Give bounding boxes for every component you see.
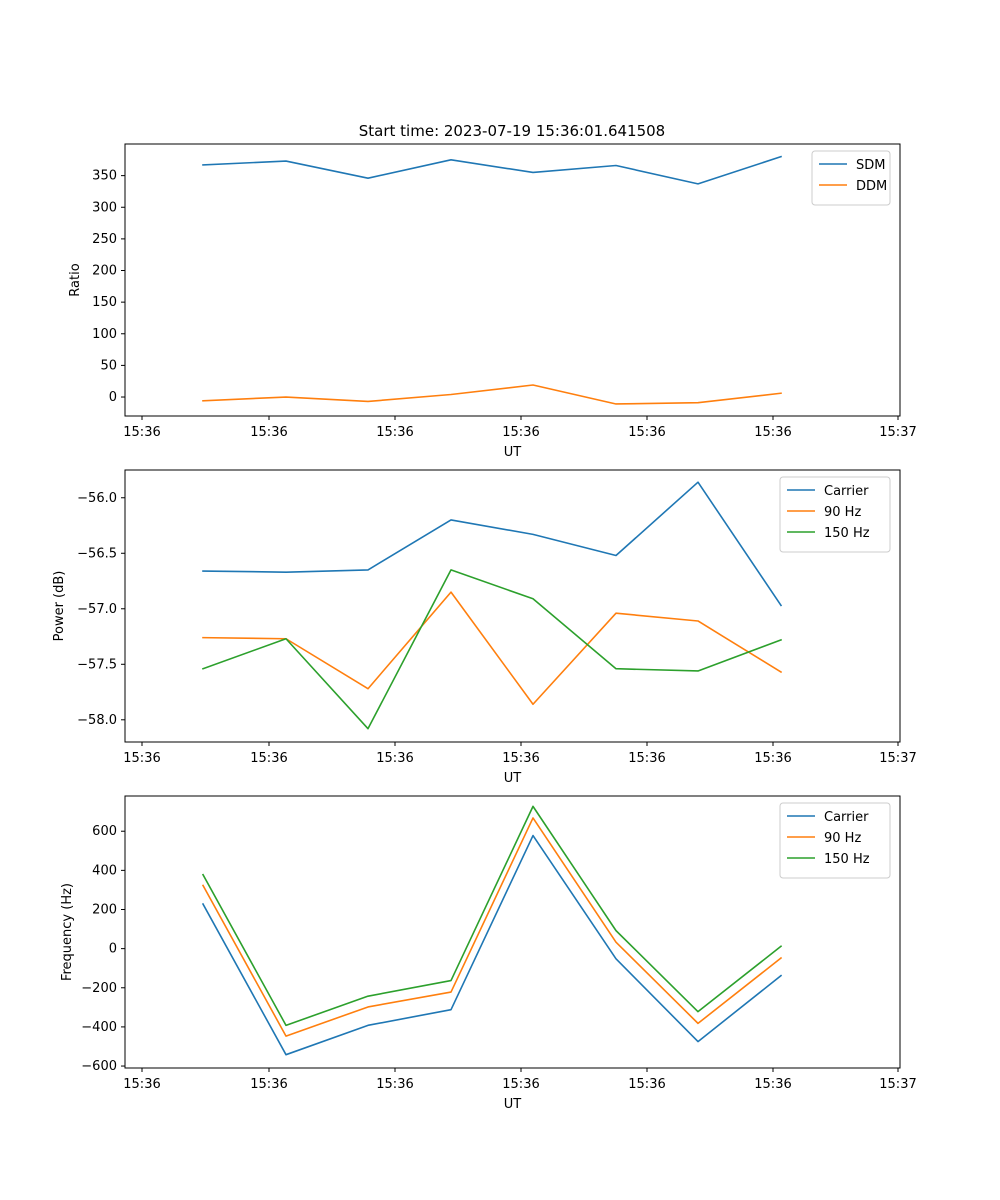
x-tick-label: 15:36 [754,1077,791,1092]
series-line-ddm [202,384,782,405]
axes-frame [124,143,901,417]
x-tick-label: 15:36 [502,751,539,766]
x-tick-label: 15:37 [879,751,916,766]
x-tick-label: 15:36 [123,425,160,440]
x-tick-label: 15:36 [250,1077,287,1092]
legend-label: SDM [856,158,885,173]
y-tick-label: −56.0 [77,491,117,506]
x-tick-label: 15:36 [754,425,791,440]
legend: Carrier 90 Hz 150 Hz [779,802,891,879]
y-tick-label: 400 [92,863,117,878]
x-axis-label: UT [504,771,522,786]
y-tick-label: 300 [92,200,117,215]
x-tick-label: 15:37 [879,1077,916,1092]
x-axis-label: UT [504,445,522,460]
x-tick-label: 15:36 [502,1077,539,1092]
x-tick-label: 15:36 [628,1077,665,1092]
y-tick-label: 100 [92,327,117,342]
x-axis-label: UT [504,1097,522,1112]
series-line-150-hz [201,569,783,730]
series-line-carrier [201,834,783,1056]
legend-label: 90 Hz [824,831,861,846]
y-tick-label: 0 [109,942,117,957]
y-axis-label: Frequency (Hz) [60,883,75,981]
x-tick-label: 15:37 [879,425,916,440]
chart-panel-2: −58.0 −57.5 −57.0 −56.5 −56.0 15:36 15:36 15:36… [52,469,917,786]
y-tick-label: 250 [92,232,117,247]
series-line-90-hz [202,591,783,706]
y-tick-label: 50 [100,358,117,373]
y-tick-label: −57.0 [77,602,117,617]
legend-box [779,476,891,553]
y-tick-label: −57.5 [77,657,117,672]
legend: Carrier 90 Hz 150 Hz [779,476,891,553]
legend-label: DDM [856,179,887,194]
y-tick-label: −58.0 [77,713,117,728]
y-tick-label: 350 [92,169,117,184]
series-line-sdm [202,155,783,185]
x-tick-label: 15:36 [123,751,160,766]
y-tick-label: −200 [81,981,117,996]
y-tick-label: 200 [92,264,117,279]
y-tick-label: 0 [109,390,117,405]
legend-label: Carrier [824,810,869,825]
x-tick-label: 15:36 [376,425,413,440]
series-line-150-hz [201,805,783,1027]
series-line-carrier [202,481,783,607]
x-tick-label: 15:36 [123,1077,160,1092]
x-tick-label: 15:36 [502,425,539,440]
x-tick-label: 15:36 [628,751,665,766]
x-tick-label: 15:36 [628,425,665,440]
legend-label: 150 Hz [824,526,870,541]
axes-frame [124,795,901,1069]
y-tick-label: 200 [92,902,117,917]
legend-label: 90 Hz [824,505,861,520]
chart-panel-1: 0 50 100 150 200 250 300 350 15:36 15:36 15:36 15:3… [68,143,917,460]
legend-box [779,802,891,879]
figure-title: Start time: 2023-07-19 15:36:01.641508 [359,122,665,140]
x-tick-label: 15:36 [376,1077,413,1092]
x-tick-label: 15:36 [250,425,287,440]
chart-panel-3: −600 −400 −200 0 200 400 600 15:36 15:36 15:36 15:… [60,795,917,1112]
y-axis-label: Power (dB) [52,571,67,642]
x-tick-label: 15:36 [754,751,791,766]
legend: SDM DDM [811,150,891,206]
y-tick-label: −56.5 [77,546,117,561]
x-tick-label: 15:36 [376,751,413,766]
axes-frame [124,469,901,743]
y-tick-label: 600 [92,824,117,839]
y-tick-label: −400 [81,1020,117,1035]
y-axis-label: Ratio [68,263,83,296]
series-line-90-hz [201,817,783,1037]
y-tick-label: 150 [92,295,117,310]
legend-label: Carrier [824,484,869,499]
legend-label: 150 Hz [824,852,870,867]
y-tick-label: −600 [81,1059,117,1074]
x-tick-label: 15:36 [250,751,287,766]
